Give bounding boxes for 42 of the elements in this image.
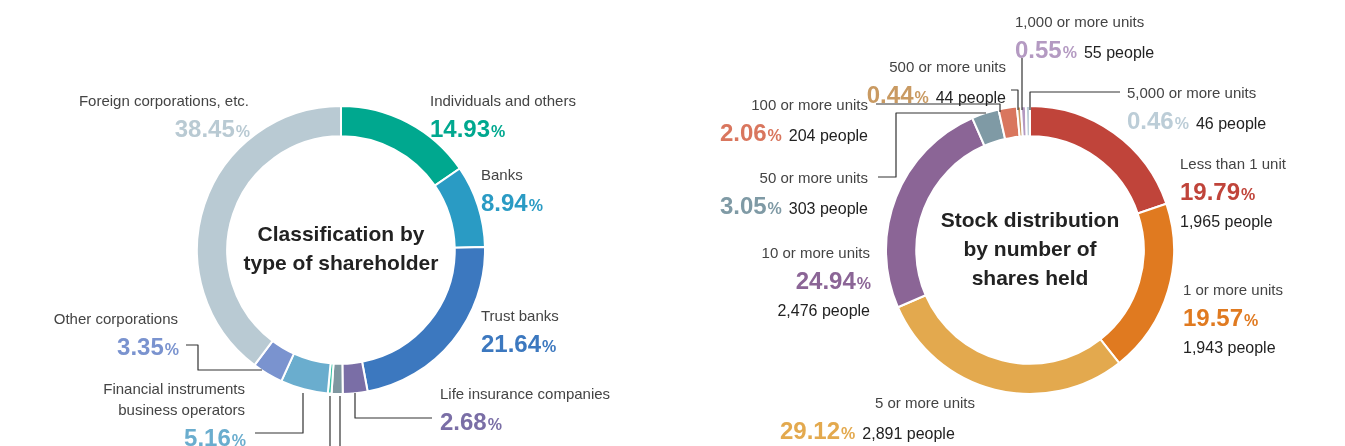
slice-label: Financial instruments business operators (103, 380, 245, 418)
data-label: 0.46% (1127, 107, 1189, 134)
data-label: 19.57% (1183, 304, 1259, 331)
data-label: 38.45% (174, 115, 251, 142)
slice-label: Foreign corporations, etc. (78, 92, 249, 109)
text: Classification by type of shareholder (243, 222, 439, 275)
data-label: 21.64% (481, 330, 557, 357)
text: 44 people (935, 89, 1007, 106)
text: 1,965 people (1180, 213, 1273, 230)
data-label: 0.55% (1015, 36, 1077, 63)
data-label: 2.68% (440, 408, 502, 435)
text: 204 people (788, 127, 868, 144)
slice-label: 1,000 or more units (1015, 13, 1145, 30)
slice-label: 5,000 or more units (1127, 84, 1257, 101)
text: 55 people (1083, 44, 1155, 61)
data-label: 3.05% (719, 192, 782, 219)
text: Stock distribution by number of shares held (940, 207, 1120, 289)
slice-label: Less than 1 unit (1180, 155, 1287, 172)
text: 46 people (1195, 115, 1267, 132)
data-label: 24.94% (795, 267, 872, 294)
data-label: 19.79% (1180, 178, 1256, 205)
slice-label: 5 or more units (874, 394, 976, 411)
data-label: 14.93% (430, 115, 506, 142)
slice-label: Banks (481, 166, 523, 183)
data-label: 3.35% (117, 333, 180, 360)
data-label: 8.94% (481, 189, 543, 216)
slice-label: Trust banks (481, 307, 559, 324)
data-label: 2.06% (719, 119, 782, 146)
slice-label: 1 or more units (1183, 281, 1284, 298)
data-label: 5.16% (184, 424, 247, 446)
slice-label: Life insurance companies (440, 385, 611, 402)
text: 2,476 people (777, 302, 870, 319)
slice-label: 50 or more units (759, 169, 868, 186)
data-label: 29.12% (780, 417, 856, 444)
slice-label: 500 or more units (889, 58, 1006, 75)
slice-label: Individuals and others (430, 92, 576, 109)
text: 2,891 people (862, 425, 955, 442)
text: 1,943 people (1183, 339, 1276, 356)
text: 303 people (788, 200, 868, 217)
slice-label: 10 or more units (761, 244, 870, 261)
slice-label: Other corporations (53, 310, 178, 327)
slice-label: 100 or more units (751, 96, 868, 113)
